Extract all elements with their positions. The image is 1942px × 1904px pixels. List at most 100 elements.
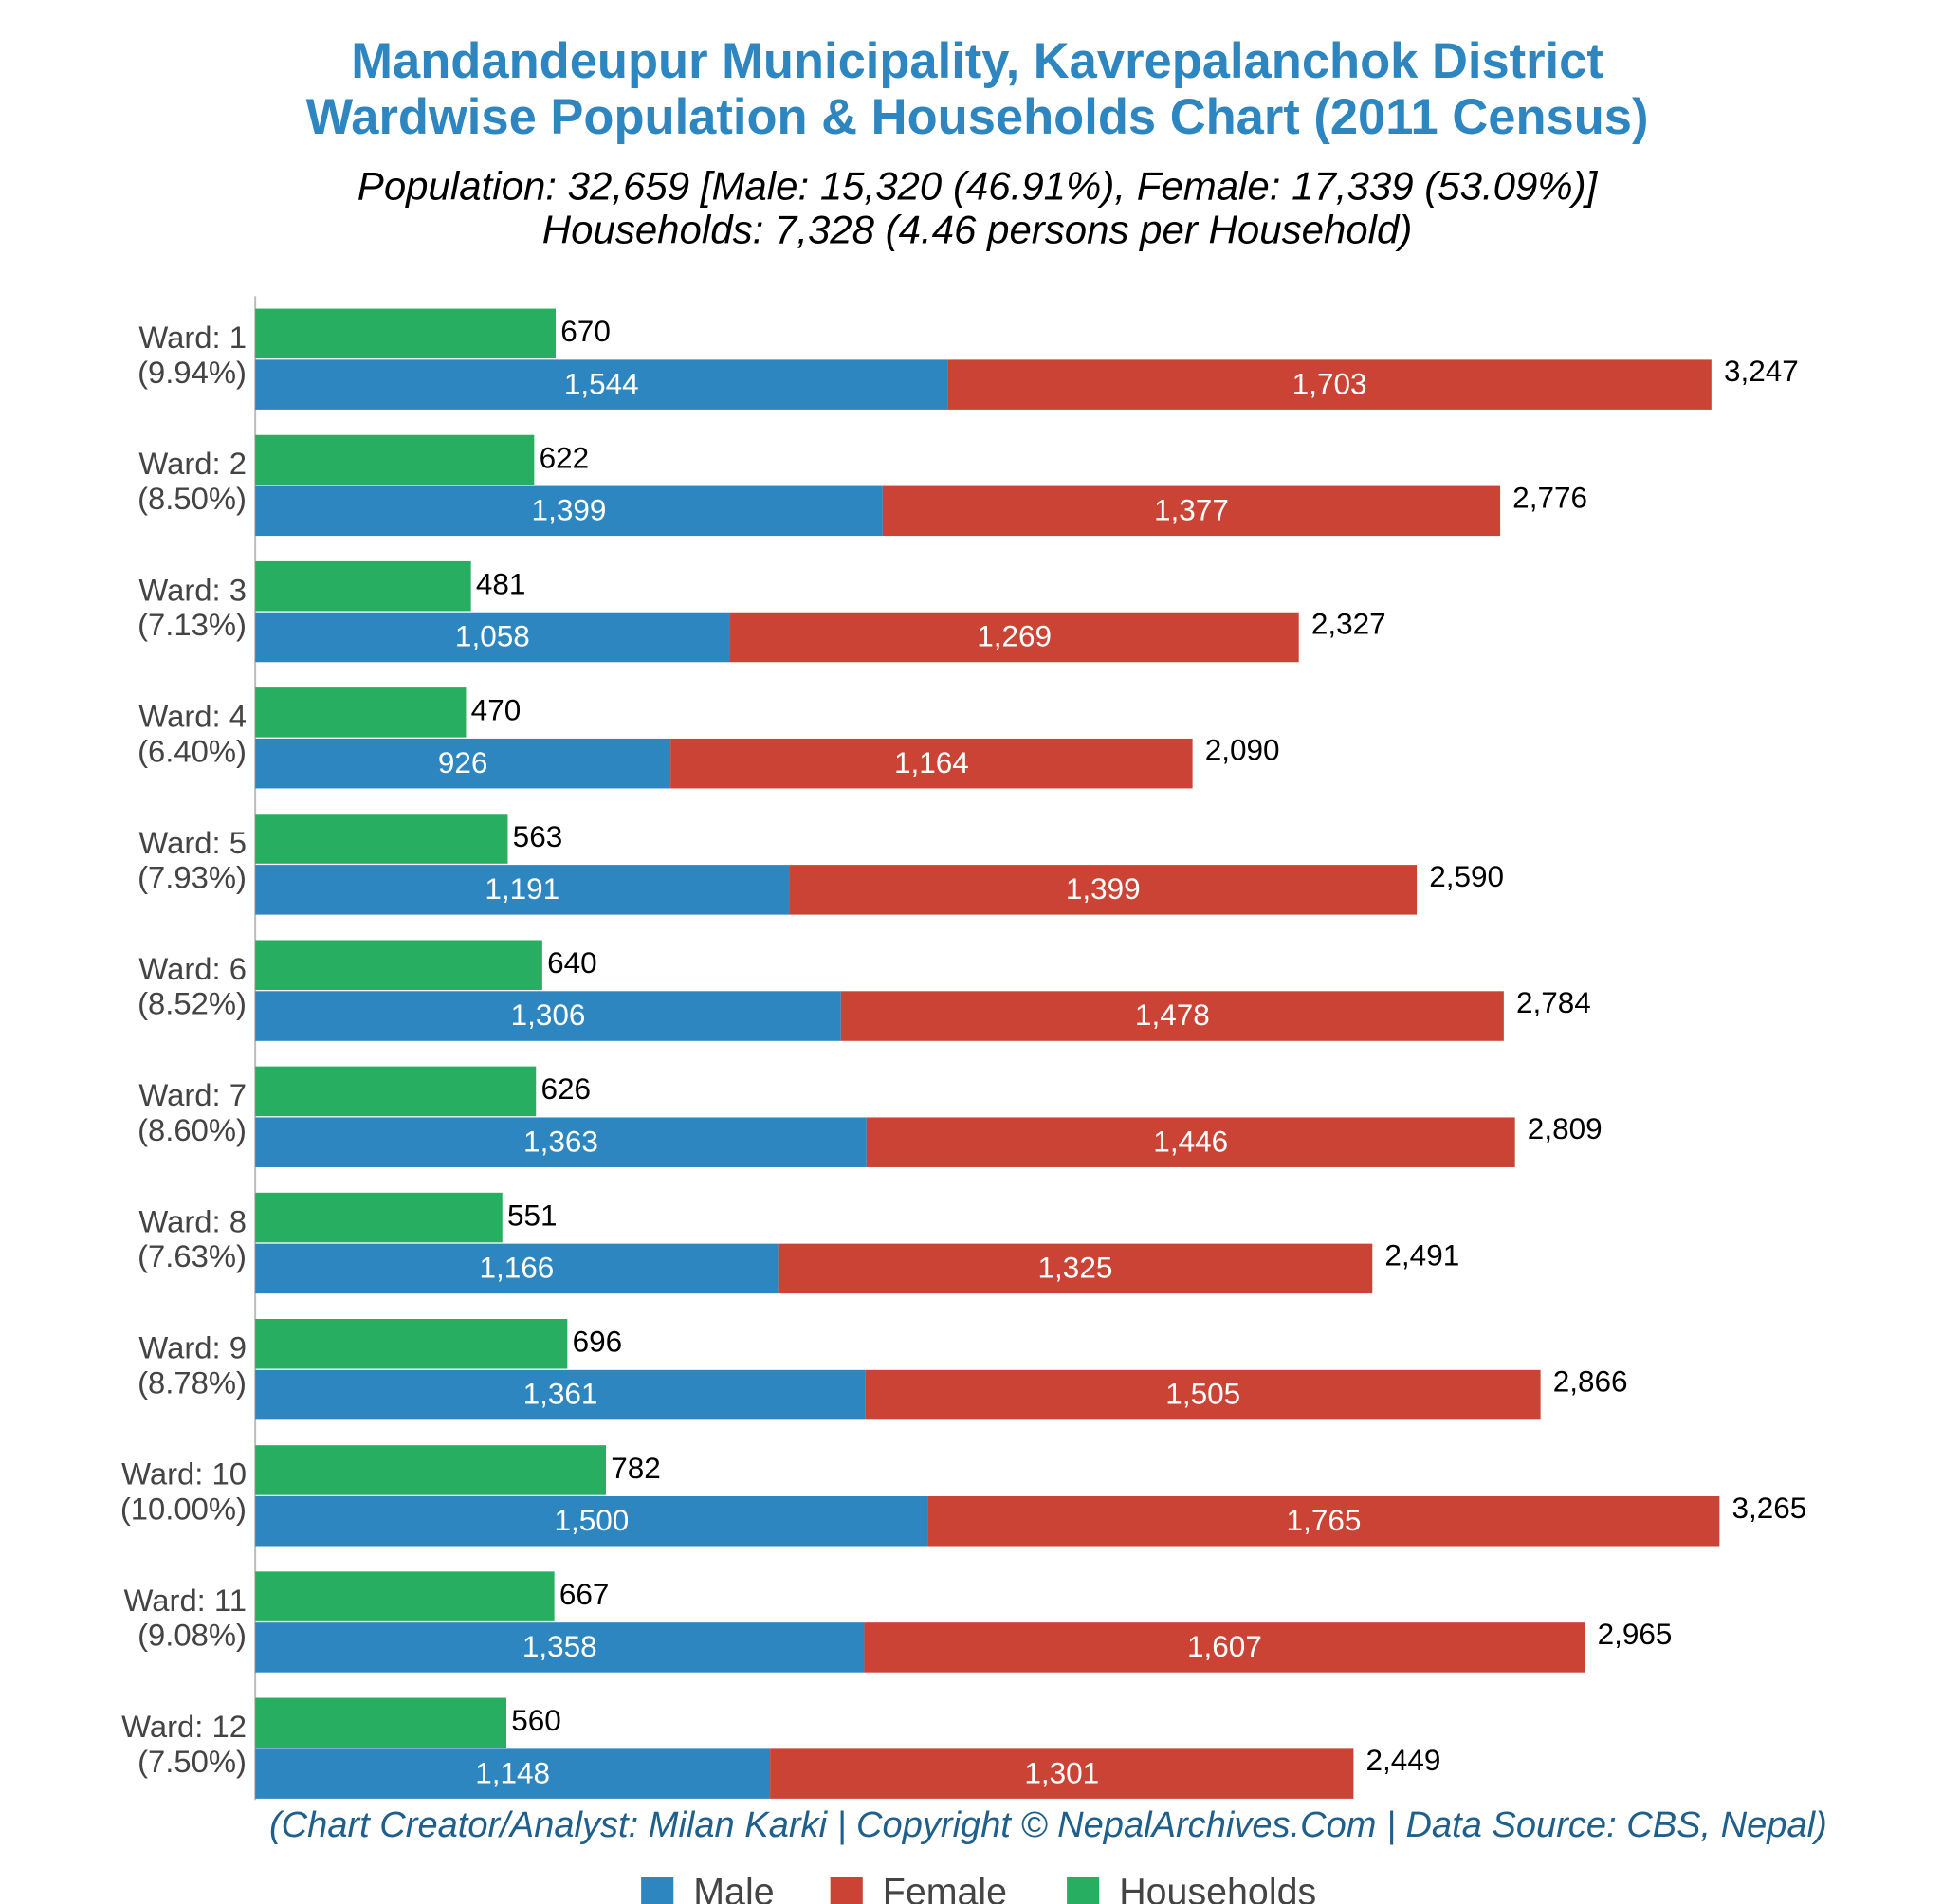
- chart-title: Mandandeupur Municipality, Kavrepalancho…: [351, 33, 1603, 89]
- y-tick-label: (8.78%): [137, 1364, 247, 1400]
- bar: [927, 1496, 1720, 1547]
- bar: [255, 738, 671, 789]
- total-label: 2,776: [1512, 480, 1587, 514]
- y-tick-label: Ward: 11: [124, 1583, 247, 1618]
- bar-value-label: 622: [540, 440, 590, 474]
- y-tick-label: (8.52%): [137, 986, 247, 1021]
- bar-value-label: 1,363: [523, 1124, 598, 1158]
- bar-value-label: 1,446: [1153, 1124, 1228, 1158]
- bar-value-label: 1,399: [1066, 871, 1141, 906]
- bar: [770, 1748, 1354, 1799]
- y-tick-label: (6.40%): [137, 733, 247, 768]
- y-tick-label: (7.63%): [137, 1238, 247, 1273]
- bar: [947, 359, 1712, 410]
- y-tick-label: (7.13%): [137, 607, 247, 642]
- total-label: 2,965: [1598, 1617, 1673, 1651]
- bar-value-label: 1,505: [1165, 1377, 1240, 1411]
- y-tick-label: Ward: 4: [138, 699, 247, 734]
- bar-value-label: 1,361: [523, 1377, 598, 1411]
- y-tick-label: (7.50%): [137, 1744, 247, 1779]
- legend-swatch: [830, 1877, 863, 1904]
- bar-value-label: 481: [476, 567, 526, 601]
- bar-value-label: 1,325: [1038, 1251, 1113, 1285]
- y-tick-label: (10.00%): [120, 1491, 247, 1526]
- bar: [255, 1445, 607, 1495]
- bar-value-label: 1,478: [1135, 998, 1210, 1032]
- bar: [255, 1319, 568, 1369]
- bar-value-label: 1,377: [1154, 492, 1229, 526]
- legend-swatch: [641, 1877, 674, 1904]
- bar-value-label: 1,500: [554, 1503, 629, 1537]
- bar-value-label: 626: [540, 1071, 591, 1106]
- bar: [255, 991, 841, 1041]
- total-label: 2,491: [1384, 1237, 1459, 1272]
- bar-value-label: 1,399: [532, 492, 607, 526]
- bar: [864, 1622, 1585, 1673]
- bar: [255, 940, 542, 990]
- bar: [865, 1369, 1541, 1420]
- y-tick-label: (9.94%): [137, 355, 247, 390]
- bar: [789, 865, 1418, 915]
- y-tick-label: (9.08%): [137, 1618, 247, 1653]
- bar-value-label: 560: [511, 1703, 561, 1737]
- footer: (Chart Creator/Analyst: Milan Karki | Co…: [269, 1805, 1827, 1845]
- bar-value-label: 470: [471, 693, 522, 727]
- bar-value-label: 640: [547, 945, 597, 979]
- bar: [255, 612, 730, 663]
- bar: [255, 434, 535, 485]
- y-tick-label: Ward: 3: [138, 572, 247, 607]
- bar-value-label: 1,765: [1287, 1503, 1362, 1537]
- chart-subtitle: Wardwise Population & Households Chart (…: [306, 89, 1649, 145]
- total-label: 3,247: [1724, 354, 1799, 388]
- bar-value-label: 1,191: [485, 871, 559, 906]
- bar-value-label: 1,148: [475, 1755, 550, 1789]
- legend-swatch: [1067, 1877, 1100, 1904]
- bar: [729, 612, 1299, 663]
- bar-value-label: 1,306: [511, 998, 586, 1032]
- y-tick-label: Ward: 1: [138, 320, 247, 355]
- y-tick-label: Ward: 9: [138, 1329, 247, 1364]
- y-tick-label: (8.50%): [137, 481, 247, 516]
- bar: [255, 308, 557, 359]
- bar: [866, 1117, 1515, 1167]
- bar-value-label: 696: [573, 1325, 623, 1359]
- bar: [255, 687, 467, 738]
- bar: [255, 1192, 503, 1243]
- y-tick-label: Ward: 10: [121, 1456, 247, 1492]
- bar-value-label: 782: [611, 1451, 661, 1485]
- bar: [255, 814, 508, 864]
- bar: [255, 560, 471, 612]
- bar: [255, 1571, 555, 1621]
- bar: [255, 1496, 928, 1547]
- bar-value-label: 667: [559, 1577, 610, 1611]
- bar: [255, 1243, 779, 1294]
- bar-value-label: 926: [438, 745, 488, 779]
- bar: [255, 1369, 866, 1420]
- total-label: 2,809: [1528, 1111, 1603, 1145]
- bar: [255, 1748, 771, 1799]
- bar: [255, 485, 883, 537]
- total-label: 2,449: [1366, 1743, 1441, 1777]
- summary-line: Households: 7,328 (4.46 persons per Hous…: [542, 208, 1413, 252]
- y-tick-label: Ward: 5: [138, 825, 247, 860]
- bar: [255, 1117, 867, 1167]
- y-tick-label: Ward: 8: [138, 1203, 247, 1238]
- total-label: 3,265: [1731, 1491, 1806, 1525]
- summary-line: Population: 32,659 [Male: 15,320 (46.91%…: [357, 164, 1599, 209]
- bar: [255, 1066, 537, 1117]
- bar-value-label: 1,358: [522, 1629, 597, 1663]
- bar: [255, 865, 790, 915]
- total-label: 2,784: [1516, 985, 1591, 1019]
- y-tick-label: Ward: 7: [138, 1077, 247, 1112]
- bar-value-label: 551: [507, 1198, 558, 1232]
- legend-label: Households: [1119, 1871, 1316, 1904]
- bar-value-label: 670: [560, 314, 611, 348]
- legend-label: Female: [883, 1871, 1007, 1904]
- bar: [840, 991, 1504, 1041]
- bar-value-label: 1,269: [977, 619, 1052, 653]
- bar-value-label: 563: [513, 819, 563, 853]
- bar: [255, 1697, 507, 1748]
- total-label: 2,327: [1311, 607, 1386, 641]
- total-label: 2,090: [1205, 733, 1280, 767]
- bar: [778, 1243, 1373, 1294]
